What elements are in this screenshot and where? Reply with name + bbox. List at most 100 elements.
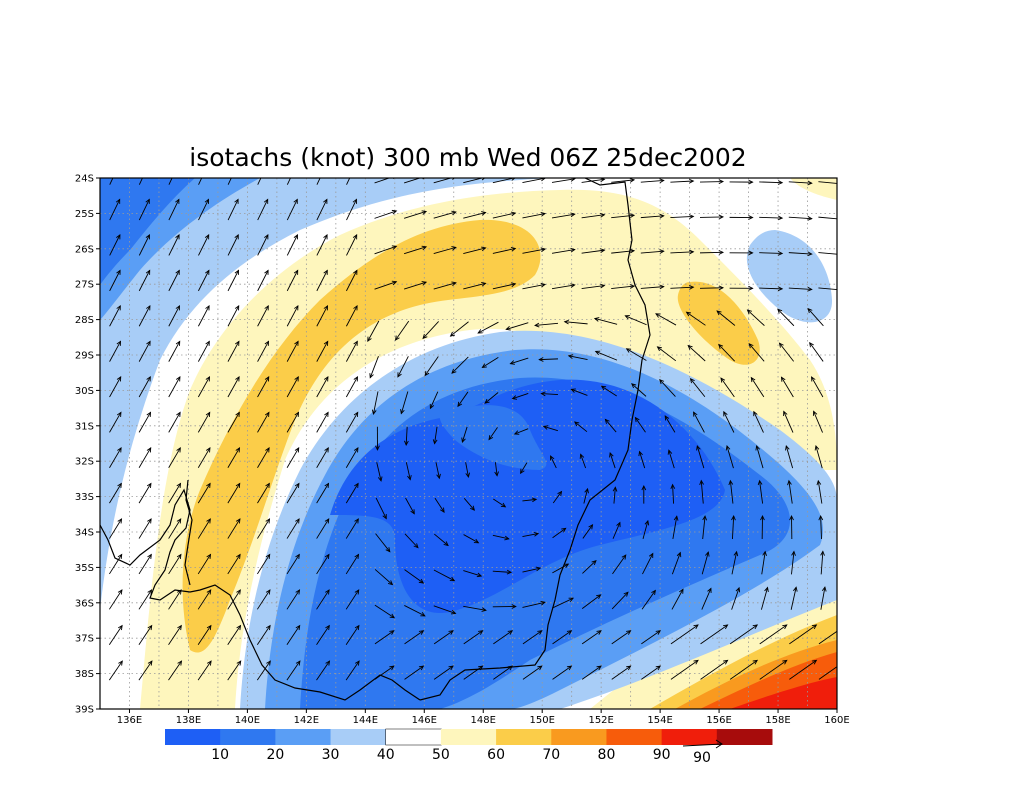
wind-vector [286,624,301,645]
wind-vector [818,216,837,221]
wind-vector [168,553,182,575]
wind-vector [820,586,827,610]
wind-vector [818,252,837,256]
wind-vector [509,357,529,365]
lat-tick-label: 29S [75,351,94,362]
wind-vector [612,521,621,539]
wind-vector [138,411,152,433]
wind-vector [807,307,824,327]
wind-vector [685,311,706,326]
wind-vector [197,624,212,645]
wind-vector [538,357,559,362]
wind-vector [433,281,457,290]
wind-vector [640,213,665,219]
wind-vector [789,624,818,645]
lon-tick-label: 152E [588,715,613,726]
wind-vector [345,553,360,575]
wind-vector [197,340,210,362]
wind-vector [374,280,398,290]
wind-vector [551,212,576,219]
colorbar-label: 50 [432,747,450,763]
wind-vector [522,247,547,254]
wind-vector [492,534,510,541]
wind-vector [227,411,240,433]
wind-vector [138,624,153,645]
wind-vector [433,210,457,219]
colorbar-swatch [330,729,387,745]
wind-vector [404,630,425,645]
wind-vector [286,589,301,610]
wind-vector [700,659,729,680]
wind-vector [463,630,484,645]
wind-vector [699,250,725,255]
wind-vector [670,285,695,290]
wind-vector [109,447,122,469]
wind-vector [600,385,617,397]
wind-vector [720,377,735,398]
wind-vector [696,445,705,469]
wind-vector [138,304,151,327]
wind-vector [760,586,769,610]
wind-vector [451,356,469,374]
wind-vector [227,660,242,681]
wind-vector [345,518,359,539]
wind-vector [168,198,180,221]
wind-vector [746,309,765,326]
lat-tick-label: 27S [75,280,94,291]
isotach-fill-10-20-nw [100,178,195,285]
wind-vector [374,178,395,184]
wind-vector [463,534,480,544]
wind-vector [138,178,143,185]
wind-vector [138,482,152,504]
wind-vector [346,198,357,221]
wind-vector [522,497,538,503]
wind-vector [582,523,594,539]
lat-tick-label: 33S [75,492,94,503]
wind-vector [109,340,122,362]
wind-vector [461,426,468,444]
wind-vector [433,246,457,255]
lat-tick-label: 39S [75,705,94,716]
wind-vector [405,462,412,481]
wind-vector [759,180,784,185]
wind-vector [492,211,517,219]
wind-vector [492,569,513,575]
wind-vector [638,450,646,469]
wind-vector [374,569,394,586]
wind-vector [286,233,298,256]
wind-vector [227,233,239,256]
wind-vector [670,483,676,504]
wind-vector [257,269,269,292]
wind-vector [729,250,754,256]
wind-vector [671,588,684,610]
wind-vector [492,604,517,609]
wind-vector [433,630,454,645]
wind-vector [197,660,212,681]
wind-vector [433,569,456,582]
wind-vector [790,586,798,610]
wind-vector [689,377,706,398]
wind-vector [820,550,825,575]
wind-vector [286,518,300,539]
wind-vector [534,322,559,328]
lon-tick-label: 140E [235,715,260,726]
wind-vector [257,340,270,362]
wind-vector [168,624,182,645]
colorbar-swatch [551,729,607,745]
wind-vector [198,178,203,185]
wind-vector [400,391,409,415]
wind-vector [345,660,360,681]
colorbar-label: 60 [487,747,505,763]
wind-vector [138,376,151,398]
wind-vector [316,340,329,362]
wind-vector [463,605,487,612]
wind-vector [492,282,517,290]
wind-vector [729,215,754,220]
wind-vector [256,624,271,645]
wind-vector [197,447,211,469]
wind-vector [434,497,445,513]
wind-vector [168,518,182,539]
colorbar-swatch [606,729,663,745]
lat-tick-label: 25S [75,209,94,220]
wind-vector [488,427,498,441]
